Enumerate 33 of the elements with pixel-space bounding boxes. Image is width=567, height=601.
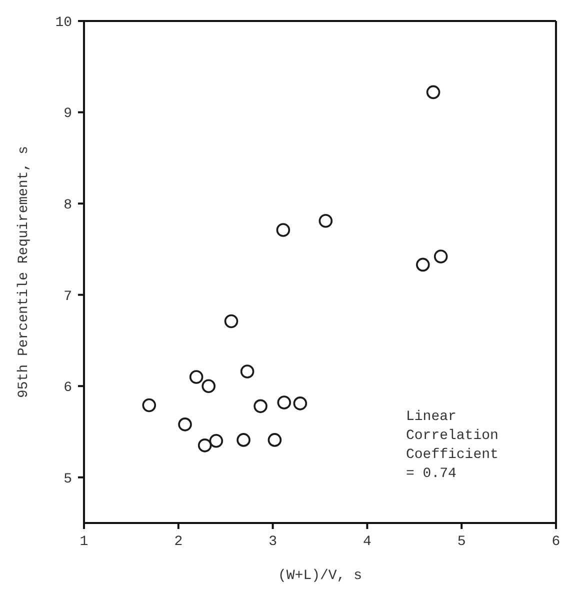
x-tick-label: 1 — [80, 534, 88, 550]
point — [254, 399, 268, 414]
x-tick-label: 2 — [174, 534, 183, 550]
point — [142, 398, 156, 412]
point — [276, 223, 290, 237]
x-axis-title: (W+L)/V, s — [278, 568, 362, 584]
point — [277, 396, 292, 410]
y-axis-title: 95th Percentile Requirement, s — [16, 146, 32, 398]
x-tick-label: 5 — [457, 534, 466, 550]
point — [240, 364, 254, 378]
point — [224, 314, 238, 328]
point — [318, 214, 333, 228]
point — [293, 396, 308, 410]
annotation: Linear Correlation Coefficient = 0.74 — [406, 408, 498, 484]
point — [268, 433, 282, 447]
y-tick-label: 6 — [64, 380, 72, 396]
point — [178, 418, 192, 432]
point — [426, 85, 440, 100]
point — [189, 370, 204, 384]
y-tick-label: 9 — [64, 106, 72, 122]
x-tick-label: 3 — [268, 534, 278, 550]
point — [198, 438, 212, 452]
y-tick-label: 8 — [64, 198, 72, 214]
y-tick-label: 10 — [55, 14, 72, 31]
point — [434, 250, 448, 264]
point — [236, 433, 250, 447]
point — [416, 258, 430, 272]
y-tick-label: 5 — [64, 471, 72, 488]
y-tick-label: 7 — [64, 288, 72, 305]
x-tick-label: 6 — [552, 534, 560, 550]
x-tick-label: 4 — [362, 534, 372, 550]
point — [209, 434, 224, 448]
point — [202, 379, 216, 393]
